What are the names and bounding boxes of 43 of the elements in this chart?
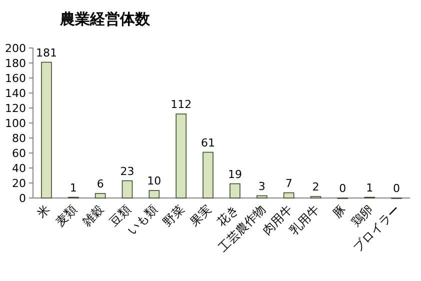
y-tick-label: 100 <box>5 117 26 130</box>
y-tick-label: 160 <box>5 72 26 85</box>
y-tick-label: 0 <box>19 192 26 205</box>
x-tick-label: 豚 <box>330 202 349 221</box>
data-label: 2 <box>312 180 320 194</box>
y-tick-label: 140 <box>5 87 26 100</box>
bar <box>256 195 268 198</box>
y-tick-label: 80 <box>12 132 26 145</box>
data-label: 7 <box>285 176 292 190</box>
bar <box>94 193 106 198</box>
y-tick-label: 60 <box>12 147 26 160</box>
bar <box>230 183 240 198</box>
data-label: 181 <box>36 46 57 60</box>
x-tick-label: 鶏卵 <box>348 202 376 230</box>
x-tick-label: 米 <box>34 202 53 221</box>
data-label: 1 <box>70 181 77 194</box>
data-label: 112 <box>170 98 192 111</box>
bar <box>283 192 294 198</box>
y-tick-label: 180 <box>5 57 26 70</box>
bar <box>122 180 133 198</box>
data-label: 3 <box>258 180 266 193</box>
data-label: 6 <box>96 178 104 190</box>
chart-title: 農業経営体数 <box>59 10 151 28</box>
data-label: 10 <box>147 174 162 188</box>
bar <box>202 152 214 198</box>
y-tick-label: 20 <box>12 177 26 190</box>
data-label: 0 <box>339 182 346 195</box>
bar <box>176 114 187 198</box>
data-label: 19 <box>228 168 242 181</box>
y-tick-label: 200 <box>5 42 26 55</box>
x-tick-label: 豆類 <box>106 202 134 230</box>
x-tick-label: 雑穀 <box>80 202 106 230</box>
data-label: 1 <box>366 181 374 194</box>
bar <box>148 190 160 198</box>
bar <box>41 62 52 198</box>
data-label: 23 <box>120 164 134 178</box>
y-tick-label: 40 <box>12 162 26 175</box>
x-tick-label: 野菜 <box>160 202 188 230</box>
x-tick-label: 麦類 <box>52 202 80 230</box>
x-tick-label: 果実 <box>187 202 214 230</box>
data-label: 0 <box>393 182 400 195</box>
data-label: 61 <box>201 136 216 150</box>
y-tick-label: 120 <box>5 102 26 115</box>
